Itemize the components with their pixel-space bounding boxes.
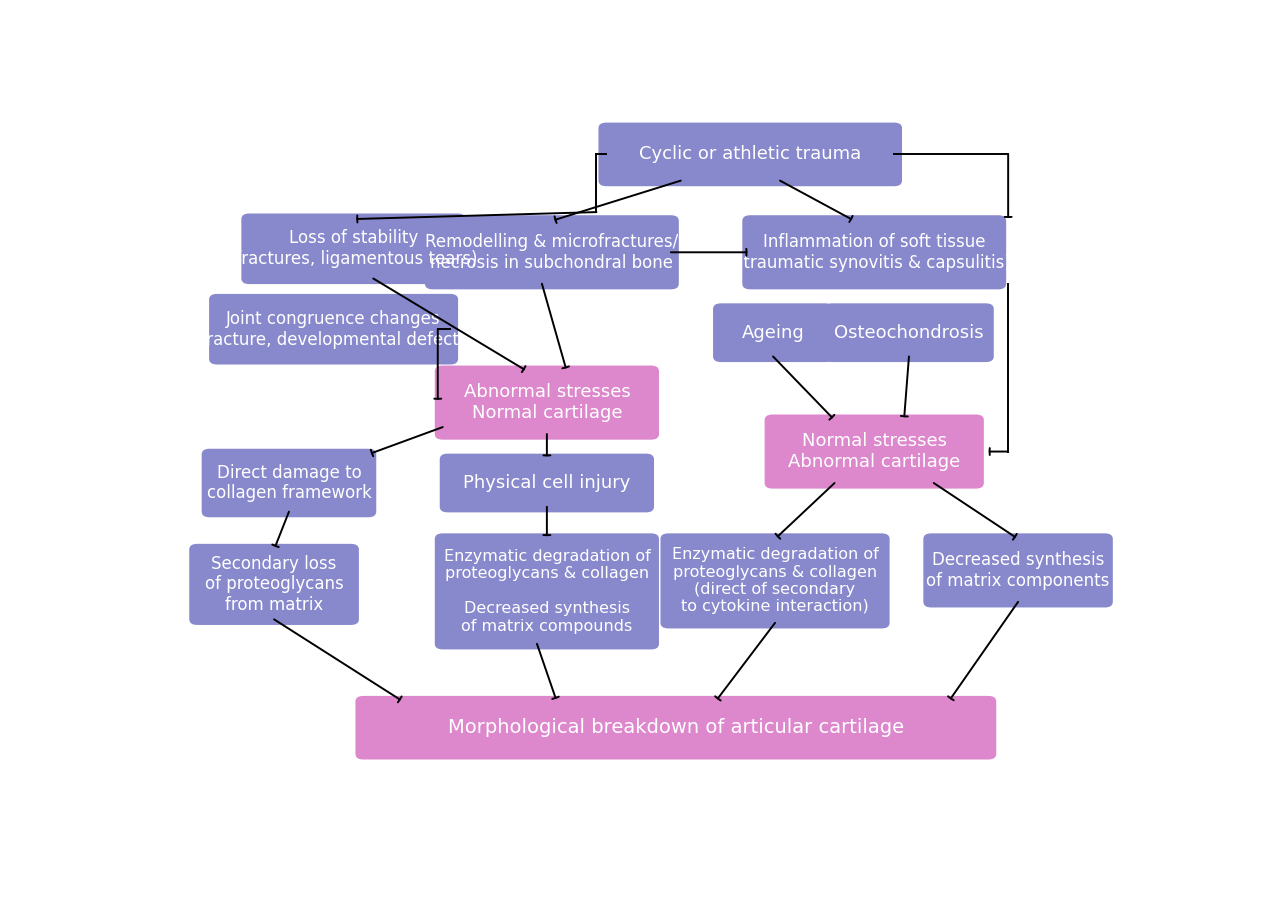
Text: Normal stresses
Abnormal cartilage: Normal stresses Abnormal cartilage — [788, 432, 960, 471]
Text: Physical cell injury: Physical cell injury — [463, 474, 631, 492]
Text: Enzymatic degradation of
proteoglycans & collagen
(direct of secondary
to cytoki: Enzymatic degradation of proteoglycans &… — [672, 548, 878, 615]
Text: Remodelling & microfractures/
necrosis in subchondral bone: Remodelling & microfractures/ necrosis i… — [425, 232, 678, 271]
Text: Decreased synthesis
of matrix components: Decreased synthesis of matrix components — [927, 551, 1110, 590]
Text: Direct damage to
collagen framework: Direct damage to collagen framework — [206, 464, 371, 502]
Text: Ageing: Ageing — [741, 323, 804, 341]
Text: Joint congruence changes
(fracture, developmental defects): Joint congruence changes (fracture, deve… — [193, 310, 474, 349]
FancyBboxPatch shape — [435, 533, 659, 649]
Text: Loss of stability
(fractures, ligamentous tears): Loss of stability (fractures, ligamentou… — [229, 230, 477, 268]
FancyBboxPatch shape — [425, 215, 678, 290]
FancyBboxPatch shape — [923, 533, 1112, 607]
FancyBboxPatch shape — [440, 454, 654, 512]
FancyBboxPatch shape — [713, 303, 833, 362]
FancyBboxPatch shape — [189, 544, 358, 625]
Text: Inflammation of soft tissue
(traumatic synovitis & capsulitis): Inflammation of soft tissue (traumatic s… — [737, 232, 1011, 271]
FancyBboxPatch shape — [824, 303, 993, 362]
FancyBboxPatch shape — [764, 414, 984, 489]
Text: Osteochondrosis: Osteochondrosis — [835, 323, 984, 341]
Text: Cyclic or athletic trauma: Cyclic or athletic trauma — [639, 145, 861, 163]
Text: Morphological breakdown of articular cartilage: Morphological breakdown of articular car… — [448, 718, 904, 737]
FancyBboxPatch shape — [742, 215, 1006, 290]
FancyBboxPatch shape — [660, 533, 890, 628]
Text: Secondary loss
of proteoglycans
from matrix: Secondary loss of proteoglycans from mat… — [205, 555, 343, 614]
FancyBboxPatch shape — [435, 366, 659, 439]
FancyBboxPatch shape — [209, 294, 458, 364]
Text: Abnormal stresses
Normal cartilage: Abnormal stresses Normal cartilage — [463, 383, 630, 422]
FancyBboxPatch shape — [599, 123, 902, 186]
FancyBboxPatch shape — [202, 449, 376, 518]
Text: Enzymatic degradation of
proteoglycans & collagen

Decreased synthesis
of matrix: Enzymatic degradation of proteoglycans &… — [443, 549, 650, 634]
FancyBboxPatch shape — [242, 213, 466, 284]
FancyBboxPatch shape — [356, 696, 996, 759]
